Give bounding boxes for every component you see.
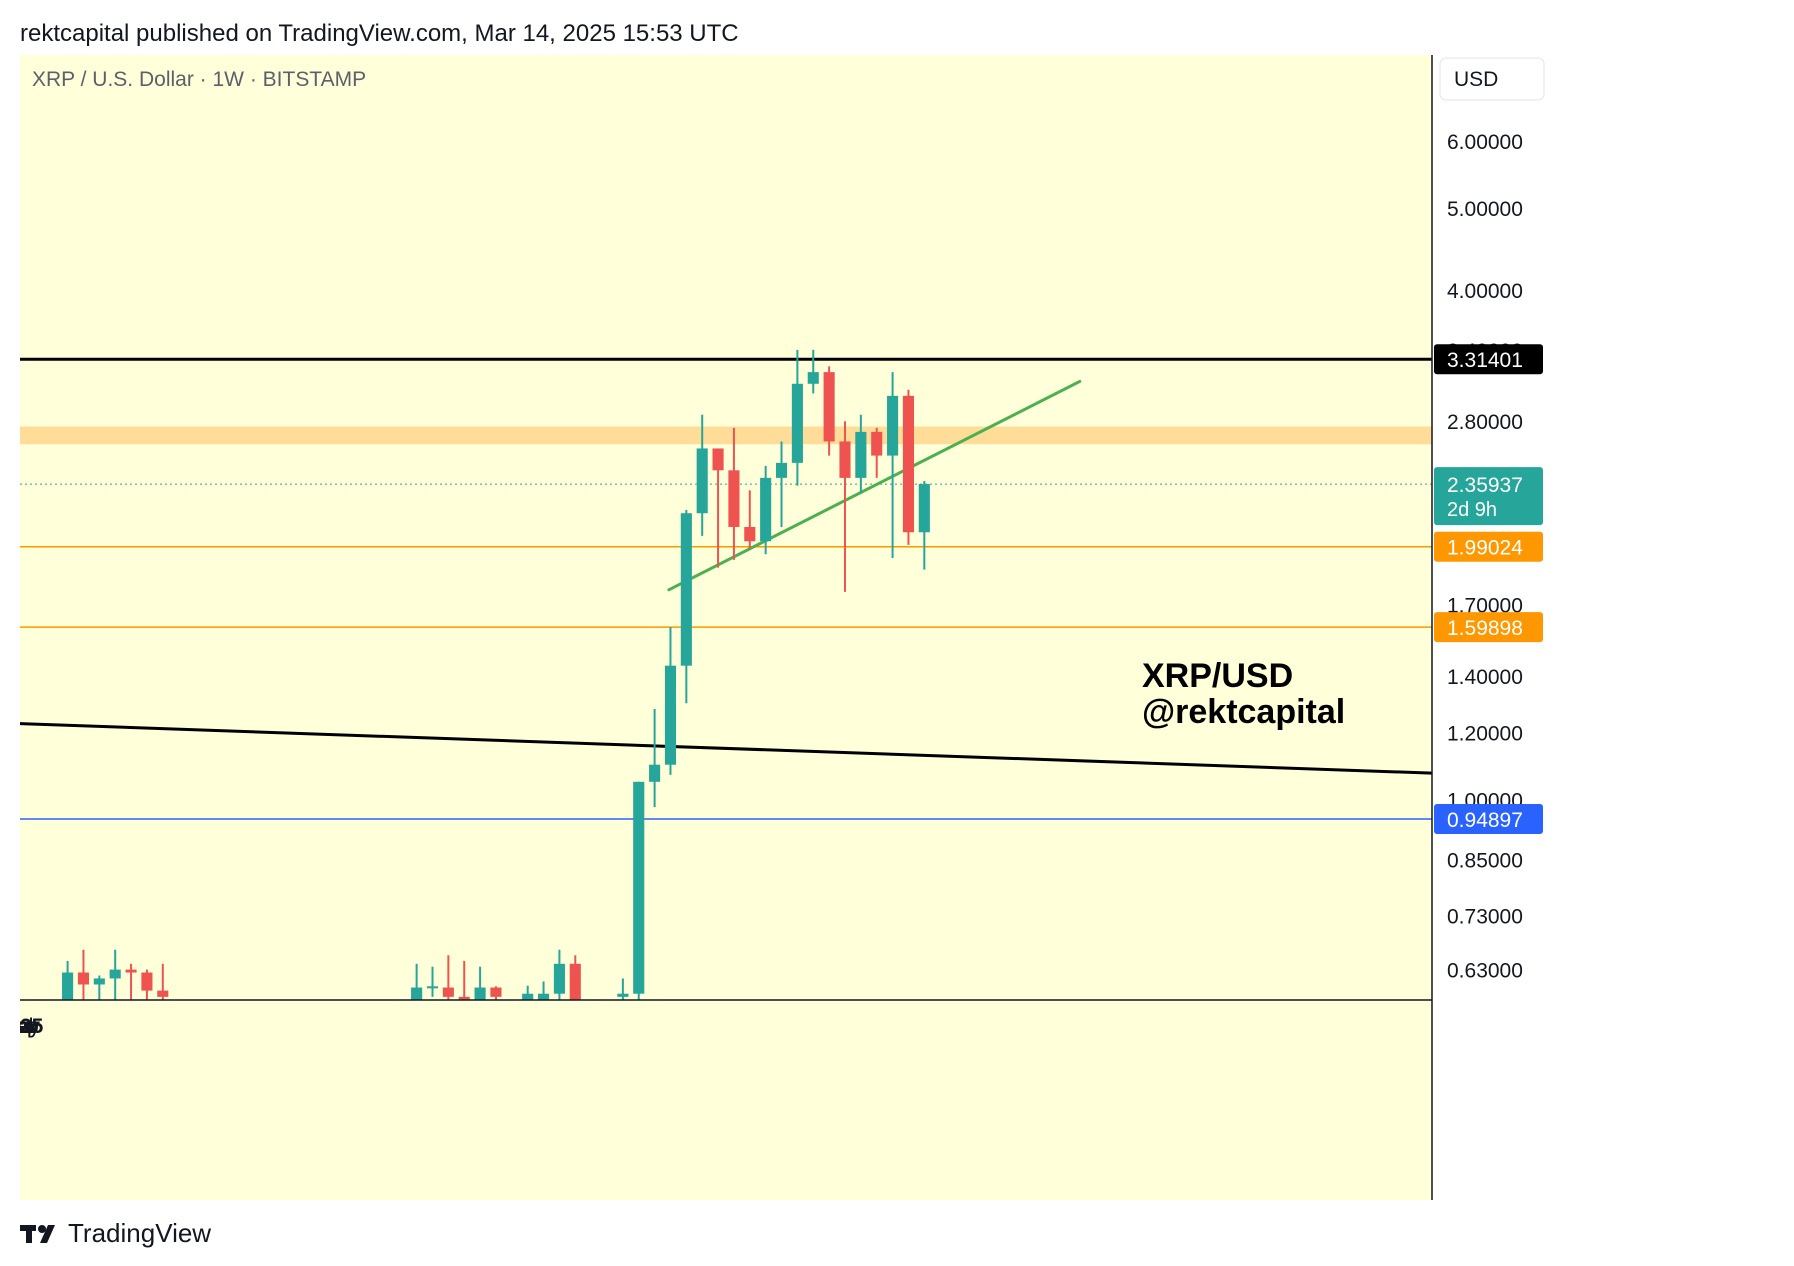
candle-body-23 <box>712 448 724 471</box>
chart-frame: XRP / U.S. Dollar · 1W · BITSTAMP USD 0.63… <box>20 55 1775 1200</box>
candle-body-26 <box>760 477 772 542</box>
candle-body-8 <box>426 986 439 989</box>
candle-body-11 <box>474 987 486 1000</box>
candle-body-21 <box>680 513 692 666</box>
level-label-2: 1.59898 <box>1447 617 1523 640</box>
x-tick-label: May <box>20 1015 40 1038</box>
level-label-3: 0.94897 <box>1447 809 1523 832</box>
candle-body-31 <box>839 441 851 478</box>
candle-body-32 <box>855 431 867 478</box>
candle-body-7 <box>411 987 423 1000</box>
xrp-weekly-chart[interactable]: XRP / U.S. Dollar · 1W · BITSTAMP USD 0.63… <box>20 55 1775 1200</box>
level-label-box-0 <box>1434 344 1543 375</box>
candle-body-10 <box>458 996 470 1000</box>
level-label-1: 1.99024 <box>1447 537 1523 560</box>
candle-body-4 <box>125 969 137 973</box>
candle-body-15 <box>553 963 565 994</box>
y-tick-label: 0.63000 <box>1447 960 1523 983</box>
level-label-0: 3.31401 <box>1447 349 1523 372</box>
current-price-label: 2.35937 <box>1447 474 1523 497</box>
candle-body-3 <box>109 969 121 979</box>
currency-box <box>1439 57 1545 101</box>
tradingview-watermark: TradingView <box>20 1218 211 1249</box>
level-label-box-1 <box>1434 531 1543 562</box>
tradingview-logo-icon <box>20 1224 55 1243</box>
candle-body-16 <box>569 963 581 1000</box>
y-tick-label: 6.00000 <box>1447 131 1523 154</box>
candle-body-1 <box>77 972 90 985</box>
chart-title: XRP / U.S. Dollar · 1W · BITSTAMP <box>32 68 366 91</box>
y-tick-label: 1.40000 <box>1447 666 1523 689</box>
candle-body-36 <box>918 484 930 533</box>
level-label-box-2 <box>1434 612 1543 643</box>
candle-body-22 <box>696 448 708 514</box>
candle-body-18 <box>633 781 645 994</box>
x-tick-label: Nov <box>20 1015 39 1038</box>
x-tick-label: Mar <box>20 1015 38 1038</box>
x-tick-label: Mar <box>20 1015 38 1038</box>
x-tick-label: Jul <box>20 1015 33 1038</box>
y-tick-label: 1.70000 <box>1447 595 1523 618</box>
candle-body-5 <box>141 972 153 991</box>
y-tick-label: 2.80000 <box>1447 411 1523 434</box>
candle-body-0 <box>62 972 74 1000</box>
candle-body-17 <box>617 993 629 997</box>
candle-body-2 <box>93 978 105 985</box>
trendline-1 <box>20 722 1434 775</box>
x-tick-label: Sep <box>20 1015 39 1038</box>
candle-body-35 <box>902 395 915 533</box>
resistance-zone <box>20 426 1432 445</box>
annotation-line-0: XRP/USD <box>1142 657 1293 695</box>
candle-body-20 <box>664 665 677 765</box>
candle-body-34 <box>887 395 899 456</box>
y-tick-label: 4.00000 <box>1447 280 1523 303</box>
x-tick-label: 2025 <box>20 1015 44 1038</box>
y-tick-label: 1.20000 <box>1447 723 1523 746</box>
candle-body-9 <box>442 987 454 997</box>
candle-body-27 <box>775 462 788 478</box>
candle-body-25 <box>744 526 756 542</box>
level-label-box-3 <box>1434 803 1543 834</box>
candle-body-12 <box>490 987 502 997</box>
candle-body-19 <box>649 764 661 782</box>
x-tick-label: Sep <box>20 1015 39 1038</box>
x-tick-label: May <box>20 1015 40 1038</box>
x-tick-label: Jul <box>20 1015 33 1038</box>
currency-label: USD <box>1454 68 1498 91</box>
y-tick-label: 0.73000 <box>1447 905 1523 928</box>
candle-body-29 <box>807 372 819 384</box>
y-tick-label: 0.85000 <box>1447 849 1523 872</box>
annotation-line-1: @rektcapital <box>1142 693 1345 731</box>
tradingview-brand: TradingView <box>68 1218 212 1248</box>
candle-body-24 <box>728 470 740 527</box>
published-caption: rektcapital published on TradingView.com… <box>20 20 739 47</box>
y-tick-label: 5.00000 <box>1447 198 1523 221</box>
candle-body-6 <box>157 990 169 997</box>
candle-body-13 <box>522 993 534 1000</box>
countdown-label: 2d 9h <box>1447 499 1497 521</box>
candle-body-28 <box>791 383 803 463</box>
candle-body-30 <box>823 372 835 442</box>
time-axis-background <box>20 1000 1432 1200</box>
current-price-box <box>1434 467 1543 526</box>
candle-body-33 <box>871 431 883 456</box>
candle-body-14 <box>537 993 550 1000</box>
trendline-0 <box>667 379 1082 592</box>
